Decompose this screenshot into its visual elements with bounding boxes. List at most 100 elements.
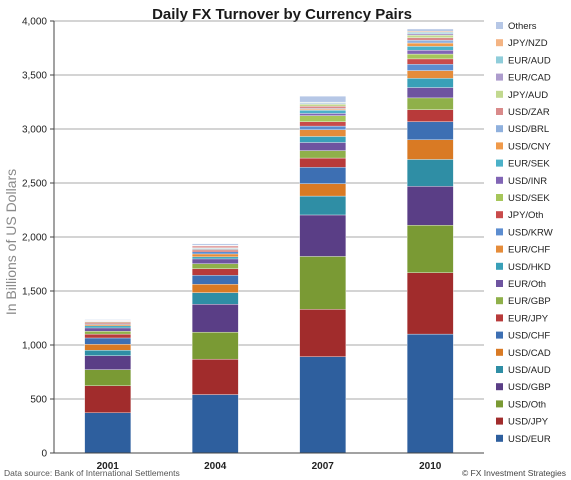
legend-label: EUR/GBP (508, 296, 551, 307)
bar-segment-usd-inr-2010 (406, 49, 454, 55)
bar-segment-others-2004 (191, 243, 239, 246)
y-tick-label: 2,500 (22, 179, 47, 190)
legend-swatch (496, 383, 503, 391)
legend-label: USD/CNY (508, 141, 551, 152)
bar-segment-others-2007 (299, 95, 347, 103)
legend-swatch (496, 417, 503, 425)
bar-segment-usd-cad-2007 (299, 183, 347, 197)
legend-item-eur-aud: EUR/AUD (496, 55, 551, 66)
bar-segment-usd-hkd-2010 (406, 78, 454, 88)
legend-label: USD/AUD (508, 365, 551, 376)
bar-segment-usd-aud-2007 (299, 195, 347, 216)
bar-segment-usd-inr-2007 (299, 113, 347, 116)
legend-item-eur-chf: EUR/CHF (496, 245, 550, 256)
x-tick-label: 2001 (97, 461, 120, 472)
legend-item-jpy-oth: JPY/Oth (496, 210, 543, 221)
legend-item-usd-hkd: USD/HKD (496, 262, 551, 273)
legend-label: EUR/AUD (508, 55, 551, 66)
legend-label: EUR/CAD (508, 73, 551, 84)
legend-label: EUR/SEK (508, 159, 550, 170)
legend-swatch (496, 39, 503, 47)
bar-segment-eur-chf-2004 (191, 253, 239, 258)
bar-segment-eur-cad-2010 (406, 33, 454, 36)
bar-segment-usd-oth-2007 (299, 256, 347, 310)
bar-segment-usd-hkd-2001 (84, 325, 132, 329)
legend-label: JPY/AUD (508, 90, 548, 101)
legend-item-usd-inr: USD/INR (496, 176, 547, 187)
legend: Others JPY/NZD EUR/AUD EUR/CAD JPY/AUD USD/ZA… (496, 21, 553, 445)
bar-segment-jpy-oth-2007 (299, 121, 347, 127)
bar-segment-usd-chf-2004 (191, 275, 239, 285)
legend-item-usd-chf: USD/CHF (496, 331, 550, 342)
legend-swatch (496, 314, 503, 322)
legend-label: USD/INR (508, 176, 547, 187)
bar-segment-usd-krw-2007 (299, 125, 347, 130)
legend-swatch (496, 176, 503, 184)
bar-segment-usd-eur-2004 (191, 394, 239, 454)
legend-label: USD/GBP (508, 382, 551, 393)
bar-segment-usd-oth-2010 (406, 225, 454, 273)
legend-item-eur-gbp: EUR/GBP (496, 296, 551, 307)
bar-segment-usd-jpy-2010 (406, 272, 454, 335)
bar-segment-usd-gbp-2010 (406, 186, 454, 226)
legend-item-usd-oth: USD/Oth (496, 399, 546, 410)
bar-segment-usd-aud-2004 (191, 292, 239, 305)
legend-swatch (496, 245, 503, 253)
bar-segment-usd-jpy-2004 (191, 358, 239, 395)
credit-note: © FX Investment Strategies (462, 468, 566, 478)
legend-swatch (496, 228, 503, 236)
legend-label: USD/EUR (508, 434, 551, 445)
legend-item-usd-sek: USD/SEK (496, 193, 550, 204)
legend-item-usd-cny: USD/CNY (496, 141, 551, 152)
y-axis-label: In Billions of US Dollars (3, 169, 19, 315)
bar-segment-usd-oth-2004 (191, 331, 239, 360)
legend-item-eur-sek: EUR/SEK (496, 159, 550, 170)
legend-item-usd-jpy: USD/JPY (496, 417, 549, 428)
bar-segment-jpy-aud-2007 (299, 104, 347, 107)
y-tick-label: 1,500 (22, 287, 47, 298)
bar-segment-usd-oth-2001 (84, 369, 132, 386)
bar-segment-usd-krw-2004 (191, 251, 239, 255)
bar-segment-eur-gbp-2001 (84, 331, 132, 335)
legend-swatch (496, 56, 503, 64)
legend-item-jpy-aud: JPY/AUD (496, 90, 548, 101)
legend-swatch (496, 262, 503, 270)
y-tick-label: 3,500 (22, 71, 47, 82)
bar-segment-usd-aud-2001 (84, 350, 132, 356)
y-tick-label: 4,000 (22, 17, 47, 28)
y-tick-label: 500 (30, 395, 47, 406)
legend-item-eur-jpy: EUR/JPY (496, 313, 549, 324)
legend-label: JPY/NZD (508, 38, 548, 49)
legend-swatch (496, 400, 503, 408)
legend-swatch (496, 159, 503, 167)
legend-swatch (496, 297, 503, 305)
x-tick-labels: 2001 2004 2007 2010 (97, 461, 442, 472)
legend-swatch (496, 366, 503, 373)
bar-segment-usd-hkd-2007 (299, 136, 347, 143)
legend-item-others: Others (496, 21, 537, 32)
bar-segment-jpy-oth-2004 (191, 250, 239, 252)
legend-label: JPY/Oth (508, 210, 543, 221)
legend-swatch (496, 348, 503, 356)
bar-segment-eur-oth-2004 (191, 258, 239, 264)
legend-label: USD/SEK (508, 193, 550, 204)
bar-segment-eur-sek-2007 (299, 110, 347, 114)
legend-swatch (496, 434, 503, 442)
legend-label: EUR/JPY (508, 313, 549, 324)
bar-segment-eur-oth-2001 (84, 327, 132, 332)
legend-label: Others (508, 21, 537, 32)
bar-segment-usd-eur-2001 (84, 412, 132, 454)
legend-item-usd-aud: USD/AUD (496, 365, 551, 376)
legend-label: USD/ZAR (508, 107, 550, 118)
bar-segment-usd-krw-2010 (406, 64, 454, 71)
bar-segment-jpy-oth-2010 (406, 58, 454, 65)
x-tick-label: 2007 (312, 461, 335, 472)
bar-segment-usd-gbp-2007 (299, 214, 347, 257)
bar-segment-jpy-oth-2001 (84, 322, 132, 324)
legend-label: EUR/Oth (508, 279, 546, 290)
x-tick-label: 2010 (419, 461, 442, 472)
legend-item-eur-cad: EUR/CAD (496, 73, 551, 84)
bar-segment-others-2001 (84, 319, 132, 321)
